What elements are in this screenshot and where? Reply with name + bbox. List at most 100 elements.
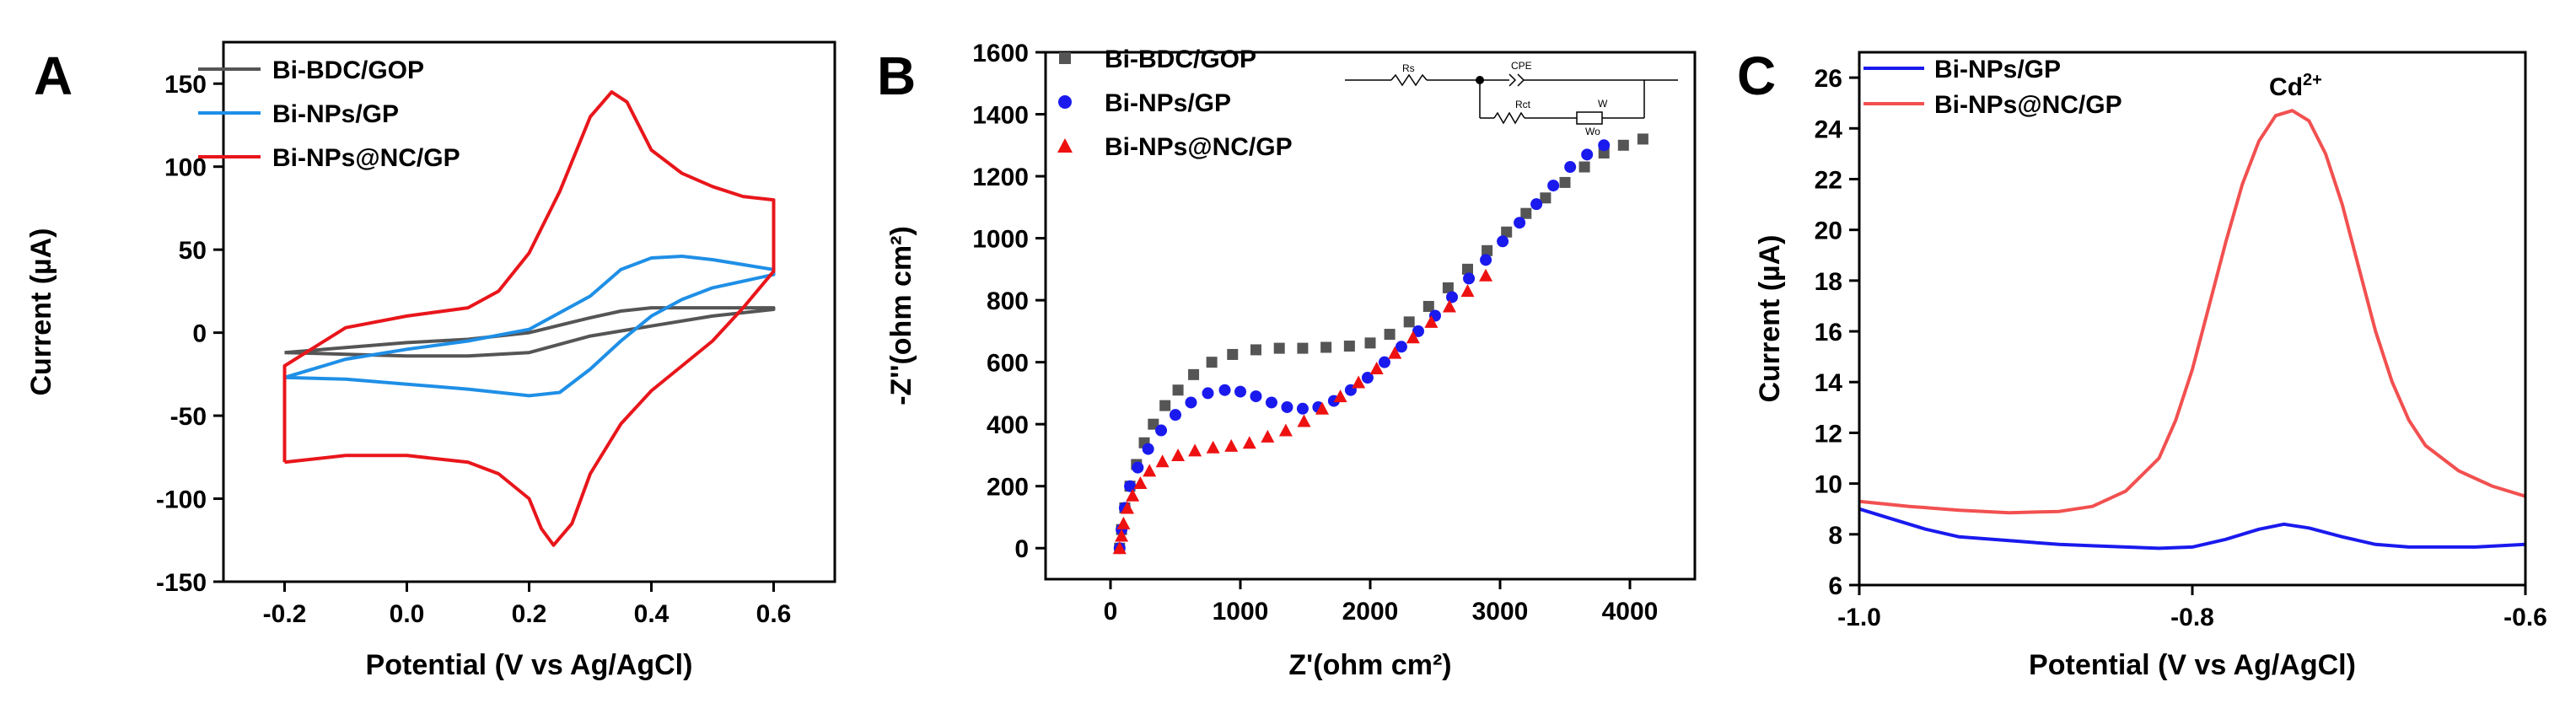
- data-point: [1188, 368, 1200, 380]
- legend-label: Bi-NPs@NC/GP: [272, 144, 460, 172]
- data-point: [1384, 329, 1396, 341]
- data-point: [1170, 409, 1181, 422]
- data-point: [1124, 480, 1137, 492]
- x-tick-label: 2000: [1342, 598, 1399, 626]
- y-tick-label: 1000: [972, 226, 1029, 254]
- data-point: [1188, 443, 1202, 457]
- data-point: [1159, 400, 1171, 411]
- y-tick-label: 12: [1815, 420, 1842, 448]
- y-tick-label: 26: [1815, 65, 1842, 93]
- y-tick-label: 200: [987, 474, 1029, 502]
- legend-label: Bi-NPs/GP: [1105, 89, 1231, 117]
- y-tick-label: 18: [1815, 268, 1842, 296]
- circuit-label-rct: Rct: [1515, 99, 1531, 110]
- data-point: [1261, 429, 1275, 443]
- data-point: [1224, 438, 1239, 452]
- data-point: [1442, 299, 1456, 313]
- x-tick-label: 1000: [1213, 598, 1269, 626]
- data-point: [1559, 176, 1571, 188]
- data-point: [1514, 217, 1526, 229]
- x-tick-label: 0.4: [634, 600, 670, 628]
- legend-label: Bi-NPs@NC/GP: [1934, 91, 2122, 119]
- legend-label: Bi-NPs/GP: [1934, 56, 2061, 83]
- y-tick-label: 400: [987, 411, 1029, 439]
- data-point: [1333, 389, 1347, 403]
- series-line-1: [1858, 507, 2526, 550]
- y-tick-label: -150: [156, 569, 207, 597]
- legend-label: Bi-NPs@NC/GP: [1105, 133, 1293, 161]
- data-point: [1132, 461, 1144, 474]
- panel-c: C -1.0 -0.8 -0.6 6 8 10 12 14 16 18 20 22 24 26 Potenti…: [1737, 46, 2547, 681]
- data-point: [1126, 488, 1140, 502]
- legend-marker: [1058, 95, 1072, 109]
- data-point: [1361, 372, 1374, 384]
- data-point: [1403, 316, 1415, 328]
- data-point: [1265, 396, 1277, 409]
- data-point: [1296, 402, 1309, 415]
- data-point: [1388, 346, 1402, 359]
- resistor-rct: [1493, 111, 1525, 125]
- data-point: [1406, 330, 1420, 344]
- data-point: [1227, 348, 1239, 360]
- data-point: [1320, 341, 1332, 353]
- data-point: [1234, 385, 1246, 398]
- y-tick-label: 800: [987, 287, 1029, 315]
- y-tick-label: 0: [192, 320, 207, 348]
- panel-letter: C: [1737, 46, 1776, 106]
- y-tick-label: -100: [156, 486, 207, 514]
- circuit-label-rs: Rs: [1402, 62, 1415, 74]
- data-point: [1185, 396, 1197, 409]
- y-tick-label: 600: [987, 350, 1029, 378]
- data-point: [1497, 235, 1509, 248]
- data-point: [1206, 440, 1220, 454]
- series-line-2: [283, 255, 776, 398]
- data-point: [1520, 207, 1532, 219]
- y-tick-label: 10: [1815, 471, 1842, 499]
- y-tick-label: 100: [164, 154, 207, 182]
- annotation-superscript: 2+: [2303, 71, 2322, 89]
- data-point: [1273, 342, 1285, 354]
- data-point: [1501, 226, 1513, 238]
- data-point: [1422, 300, 1434, 312]
- x-tick-label: -0.6: [2503, 604, 2547, 631]
- data-point: [1479, 268, 1493, 282]
- legend-label: Bi-NPs/GP: [272, 100, 399, 128]
- data-point: [1143, 464, 1157, 477]
- plot-frame: [1858, 51, 2527, 587]
- data-point: [1116, 516, 1131, 529]
- data-point: [1115, 529, 1129, 542]
- data-point: [1637, 133, 1648, 145]
- x-tick-label: 0.2: [512, 600, 547, 628]
- x-tick-label: 3000: [1472, 598, 1529, 626]
- y-axis-label: -Z''(ohm cm²): [885, 226, 917, 405]
- panel-letter: A: [34, 46, 73, 106]
- y-tick-label: 50: [179, 237, 207, 265]
- y-axis-label: Current (µA): [1754, 234, 1786, 402]
- x-tick-label: 4000: [1602, 598, 1659, 626]
- data-point: [1142, 443, 1154, 455]
- y-tick-label: 8: [1828, 522, 1842, 550]
- cpe-element: [1508, 73, 1525, 87]
- y-tick-label: 6: [1828, 572, 1842, 600]
- data-point: [1442, 282, 1454, 293]
- data-point: [1581, 148, 1594, 161]
- y-tick-label: 24: [1815, 115, 1843, 143]
- data-point: [1206, 357, 1218, 368]
- equivalent-circuit-inset: Rs CPE Rct W Wo: [1345, 60, 1678, 137]
- data-point: [1315, 401, 1330, 415]
- data-point: [1171, 448, 1186, 461]
- y-tick-label: 14: [1815, 369, 1843, 397]
- y-tick-label: 0: [1014, 535, 1029, 563]
- x-tick-label: 0: [1104, 598, 1118, 626]
- warburg-element: [1576, 111, 1603, 125]
- data-point: [1343, 341, 1355, 352]
- data-point: [1395, 341, 1407, 353]
- annotation-text: Cd: [2269, 73, 2303, 101]
- legend-marker: [1057, 138, 1073, 153]
- series-line-2: [1858, 109, 2526, 515]
- y-tick-label: 150: [164, 71, 207, 99]
- panel-b: B 0 1000 2000 3000 4000 0 200 400 600 800 1000 1200 1…: [877, 40, 1697, 681]
- series-line-3: [282, 90, 776, 547]
- data-point: [1133, 476, 1148, 490]
- data-point: [1617, 139, 1629, 151]
